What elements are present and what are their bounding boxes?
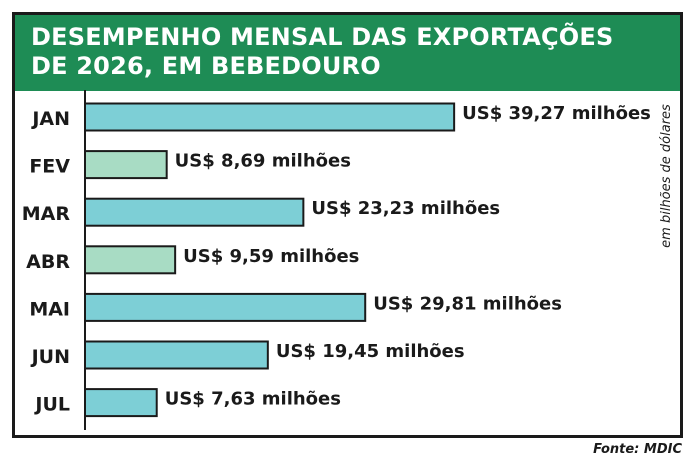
axis-note: em bilhões de dólares [659,104,674,248]
value-label-abr: US$ 9,59 milhões [183,246,359,267]
value-label-mar: US$ 23,23 milhões [311,198,500,219]
bar-abr [84,245,177,275]
category-label-mai: MAI [29,298,70,320]
category-label-jul: JUL [33,394,70,416]
chart-title-line-1: DESEMPENHO MENSAL DAS EXPORTAÇÕES [31,23,614,51]
value-label-mai: US$ 29,81 milhões [373,293,562,314]
bar-jul [84,388,158,418]
chart-header: DESEMPENHO MENSAL DAS EXPORTAÇÕES DE 202… [15,15,680,91]
category-label-jan: JAN [30,108,70,130]
category-label-abr: ABR [26,251,70,273]
bar-mar [84,197,305,227]
value-label-jan: US$ 39,27 milhões [462,103,651,124]
bar-jan [84,102,456,132]
value-label-fev: US$ 8,69 milhões [175,151,351,172]
category-label-mar: MAR [22,203,71,225]
value-label-jun: US$ 19,45 milhões [276,341,465,362]
bar-fev [84,150,168,180]
category-label-jun: JUN [30,346,70,368]
value-label-jul: US$ 7,63 milhões [165,389,341,410]
chart-title-line-2: DE 2026, EM BEBEDOURO [31,52,381,80]
bar-mai [84,292,367,322]
source-label: Fonte: MDIC [593,442,682,457]
category-label-fev: FEV [29,156,70,178]
bar-jun [84,340,269,370]
